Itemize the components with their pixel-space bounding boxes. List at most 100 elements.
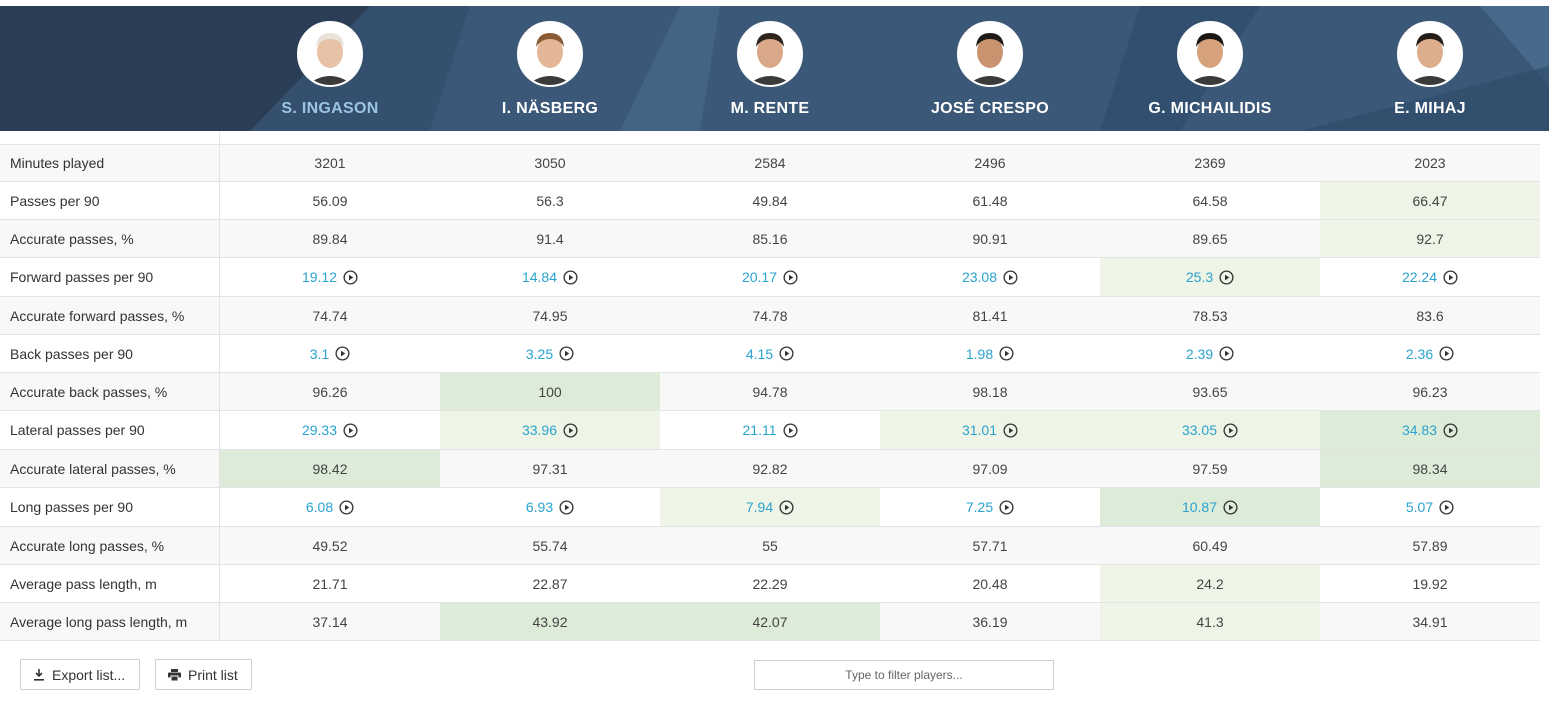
- play-video-icon[interactable]: [999, 499, 1014, 515]
- stat-value[interactable]: 19.12: [301, 269, 338, 285]
- stat-cell[interactable]: 7.94: [660, 488, 880, 526]
- play-video-icon[interactable]: [1223, 422, 1238, 438]
- play-video-icon[interactable]: [783, 269, 798, 285]
- stat-cell[interactable]: 34.83: [1320, 411, 1540, 449]
- stat-cell: 20.48: [880, 565, 1100, 602]
- stat-value[interactable]: 31.01: [961, 422, 998, 438]
- player-column[interactable]: JOSÉ CRESPO: [880, 6, 1100, 131]
- stat-cell[interactable]: 5.07: [1320, 488, 1540, 526]
- stat-value: 2584: [754, 155, 786, 171]
- play-video-icon[interactable]: [1439, 346, 1454, 361]
- play-video-icon[interactable]: [1003, 422, 1018, 438]
- play-video-icon[interactable]: [563, 269, 578, 285]
- play-video-icon[interactable]: [1443, 422, 1458, 438]
- export-list-button[interactable]: Export list...: [20, 659, 140, 690]
- stat-cell[interactable]: 10.87: [1100, 488, 1320, 526]
- stat-value[interactable]: 2.36: [1405, 345, 1434, 362]
- stat-cell[interactable]: 6.93: [440, 488, 660, 526]
- stat-value: 64.58: [1192, 192, 1228, 209]
- player-name[interactable]: G. MICHAILIDIS: [1148, 100, 1272, 117]
- play-video-icon[interactable]: [343, 269, 358, 285]
- stat-cell[interactable]: 7.25: [880, 488, 1100, 526]
- player-name[interactable]: JOSÉ CRESPO: [930, 100, 1049, 117]
- player-column[interactable]: G. MICHAILIDIS: [1100, 6, 1320, 131]
- stat-value[interactable]: 4.15: [745, 345, 774, 362]
- table-row: Accurate lateral passes, % 98.42 97.31 92.8…: [0, 450, 1540, 488]
- stat-cell[interactable]: 31.01: [880, 411, 1100, 449]
- stat-value[interactable]: 34.83: [1401, 422, 1438, 438]
- stat-value[interactable]: 33.05: [1181, 422, 1218, 438]
- stat-value: 91.4: [536, 230, 564, 247]
- stat-value[interactable]: 29.33: [301, 422, 338, 438]
- stat-value[interactable]: 23.08: [961, 269, 998, 285]
- stat-cell: 19.92: [1320, 565, 1540, 602]
- stat-value[interactable]: 10.87: [1181, 499, 1218, 515]
- stat-value[interactable]: 22.24: [1401, 269, 1438, 285]
- stat-cell[interactable]: 6.08: [220, 488, 440, 526]
- stat-cell[interactable]: 2.39: [1100, 335, 1320, 372]
- play-video-icon[interactable]: [1223, 499, 1238, 515]
- stat-value[interactable]: 25.3: [1185, 269, 1214, 285]
- stat-cell[interactable]: 33.05: [1100, 411, 1320, 449]
- table-row: Average pass length, m 21.71 22.87 22.29 20.…: [0, 565, 1540, 603]
- stat-cell: 55.74: [440, 527, 660, 564]
- player-name[interactable]: E. MIHAJ: [1394, 100, 1466, 117]
- play-video-icon[interactable]: [563, 422, 578, 438]
- player-column[interactable]: I. NÄSBERG: [440, 6, 660, 131]
- stat-value[interactable]: 33.96: [521, 422, 558, 438]
- print-list-button[interactable]: Print list: [155, 659, 252, 690]
- stat-cell[interactable]: 3.25: [440, 335, 660, 372]
- stat-cell[interactable]: 1.98: [880, 335, 1100, 372]
- stat-cell[interactable]: 29.33: [220, 411, 440, 449]
- play-video-icon[interactable]: [559, 499, 574, 515]
- play-video-icon[interactable]: [1003, 269, 1018, 285]
- stat-value[interactable]: 7.94: [745, 499, 774, 515]
- stat-value[interactable]: 7.25: [965, 499, 994, 515]
- row-label: Average pass length, m: [0, 565, 220, 602]
- play-video-icon[interactable]: [335, 346, 350, 361]
- stat-value[interactable]: 6.08: [305, 499, 334, 515]
- stat-value[interactable]: 3.1: [309, 345, 330, 362]
- stat-cell: 3201: [220, 145, 440, 181]
- stat-cell[interactable]: 21.11: [660, 411, 880, 449]
- stat-value[interactable]: 6.93: [525, 499, 554, 515]
- play-video-icon[interactable]: [559, 346, 574, 361]
- play-video-icon[interactable]: [1219, 269, 1234, 285]
- play-video-icon[interactable]: [339, 499, 354, 515]
- player-name[interactable]: S. INGASON: [281, 100, 379, 117]
- stat-cell[interactable]: 23.08: [880, 258, 1100, 296]
- stat-cell[interactable]: 4.15: [660, 335, 880, 372]
- stat-value[interactable]: 20.17: [741, 269, 778, 285]
- stat-cell[interactable]: 3.1: [220, 335, 440, 372]
- stat-value[interactable]: 2.39: [1185, 345, 1214, 362]
- stat-value: 93.65: [1192, 383, 1228, 400]
- player-name[interactable]: I. NÄSBERG: [501, 100, 599, 117]
- play-video-icon[interactable]: [1219, 346, 1234, 361]
- stat-value[interactable]: 1.98: [965, 345, 994, 362]
- stat-value[interactable]: 5.07: [1405, 499, 1434, 515]
- play-video-icon[interactable]: [1443, 269, 1458, 285]
- play-video-icon[interactable]: [779, 499, 794, 515]
- stat-value: 94.78: [752, 383, 788, 400]
- stat-cell[interactable]: 2.36: [1320, 335, 1540, 372]
- stat-value[interactable]: 14.84: [521, 269, 558, 285]
- filter-players-input[interactable]: [754, 660, 1054, 690]
- player-name[interactable]: M. RENTE: [730, 100, 810, 117]
- play-video-icon[interactable]: [999, 346, 1014, 361]
- player-column[interactable]: E. MIHAJ: [1320, 6, 1540, 131]
- stat-value[interactable]: 21.11: [742, 422, 777, 438]
- player-column[interactable]: S. INGASON: [220, 6, 440, 131]
- player-column[interactable]: M. RENTE: [660, 6, 880, 131]
- play-video-icon[interactable]: [1439, 499, 1454, 515]
- stat-cell[interactable]: 20.17: [660, 258, 880, 296]
- stat-cell[interactable]: 19.12: [220, 258, 440, 296]
- stat-cell[interactable]: 14.84: [440, 258, 660, 296]
- stat-cell[interactable]: 33.96: [440, 411, 660, 449]
- stat-value[interactable]: 3.25: [525, 345, 554, 362]
- play-video-icon[interactable]: [779, 346, 794, 361]
- row-label: Passes per 90: [0, 182, 220, 219]
- stat-cell[interactable]: 22.24: [1320, 258, 1540, 296]
- stat-cell[interactable]: 25.3: [1100, 258, 1320, 296]
- play-video-icon[interactable]: [782, 422, 798, 438]
- play-video-icon[interactable]: [343, 422, 358, 438]
